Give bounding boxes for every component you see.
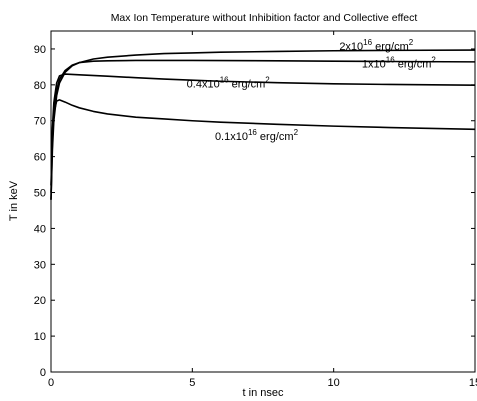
series-label-unit: erg/cm bbox=[372, 41, 409, 53]
series-label: 0.1x1016 erg/cm2 bbox=[215, 128, 299, 143]
series-label-exponent: 16 bbox=[363, 38, 372, 47]
series-label-unit-exponent: 2 bbox=[294, 128, 299, 137]
plot-area bbox=[50, 30, 476, 373]
series-label-unit-exponent: 2 bbox=[431, 56, 436, 65]
y-tick-label: 0 bbox=[40, 367, 46, 379]
series-label-unit: erg/cm bbox=[229, 79, 266, 91]
series-label-base: 1x10 bbox=[362, 59, 386, 71]
series-label-base: 2x10 bbox=[339, 41, 363, 53]
series-label-base: 0.4x10 bbox=[187, 79, 220, 91]
y-tick-label: 40 bbox=[34, 223, 46, 235]
series-label-exponent: 16 bbox=[220, 76, 229, 85]
series-label-unit-exponent: 2 bbox=[409, 38, 414, 47]
y-tick-label: 20 bbox=[34, 295, 46, 307]
x-axis-label: t in nsec bbox=[243, 387, 284, 399]
y-axis-label: T in keV bbox=[8, 180, 20, 221]
y-tick-label: 10 bbox=[34, 331, 46, 343]
series-label-unit: erg/cm bbox=[395, 59, 432, 71]
chart-title: Max Ion Temperature without Inhibition f… bbox=[111, 12, 418, 24]
series-label: 0.4x1016 erg/cm2 bbox=[187, 76, 271, 91]
x-tick-label: 15 bbox=[469, 377, 477, 389]
series-line bbox=[50, 73, 476, 193]
x-tick-label: 0 bbox=[48, 377, 54, 389]
x-tick-label: 10 bbox=[328, 377, 340, 389]
y-tick-label: 80 bbox=[34, 80, 46, 92]
series-label-unit-exponent: 2 bbox=[265, 76, 270, 85]
series-label-base: 0.1x10 bbox=[215, 131, 248, 143]
series-label: 1x1016 erg/cm2 bbox=[362, 56, 436, 71]
series-label-exponent: 16 bbox=[386, 56, 395, 65]
series-label: 2x1016 erg/cm2 bbox=[339, 38, 413, 53]
y-tick-label: 70 bbox=[34, 116, 46, 128]
series-line bbox=[50, 99, 476, 186]
y-tick-label: 50 bbox=[34, 188, 46, 200]
y-tick-label: 60 bbox=[34, 152, 46, 164]
series-label-unit: erg/cm bbox=[257, 131, 294, 143]
axis-ticks: 0 5 10 15 0 10 20 30 40 50 60 70 80 90 bbox=[34, 31, 477, 389]
y-tick-label: 30 bbox=[34, 259, 46, 271]
series-line bbox=[50, 59, 476, 200]
series-label-exponent: 16 bbox=[248, 128, 257, 137]
series-group bbox=[50, 49, 476, 200]
x-tick-label: 5 bbox=[189, 377, 195, 389]
y-tick-label: 90 bbox=[34, 44, 46, 56]
